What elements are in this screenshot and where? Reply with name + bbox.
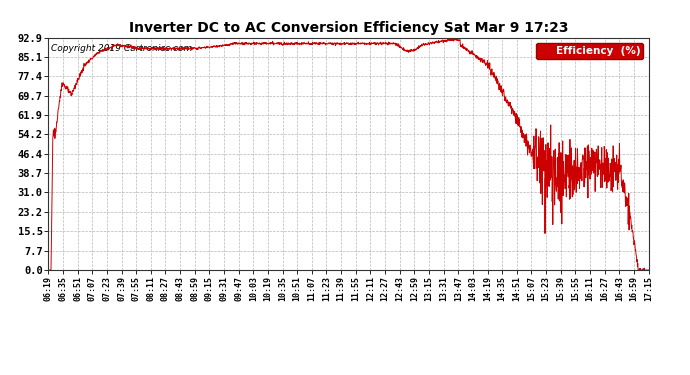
- Title: Inverter DC to AC Conversion Efficiency Sat Mar 9 17:23: Inverter DC to AC Conversion Efficiency …: [129, 21, 568, 35]
- Text: Copyright 2019 Cartronics.com: Copyright 2019 Cartronics.com: [51, 45, 193, 54]
- Legend: Efficiency  (%): Efficiency (%): [536, 43, 643, 59]
